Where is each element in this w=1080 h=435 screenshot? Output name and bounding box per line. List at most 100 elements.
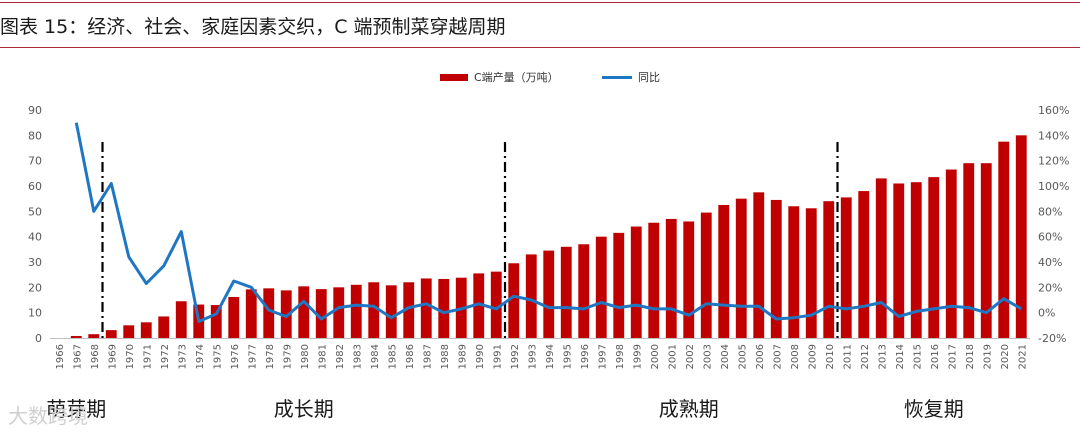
- bar: [560, 246, 572, 338]
- x-tick-label: 2015: [912, 344, 923, 369]
- y-tick-label: 90: [28, 104, 42, 117]
- bar: [175, 301, 187, 338]
- x-tick-label: 2014: [895, 344, 906, 369]
- legend-label-bar: C端产量（万吨）: [474, 70, 559, 84]
- x-tick-label: 2019: [982, 344, 993, 369]
- x-tick-label: 1984: [370, 344, 381, 369]
- y-tick-label: 80: [28, 129, 42, 142]
- x-tick-label: 1994: [545, 344, 556, 369]
- x-tick-label: 1978: [265, 344, 276, 369]
- watermark-text: 大数跨境: [8, 404, 88, 428]
- bar: [665, 218, 677, 338]
- phase-label: 成长期: [274, 397, 334, 421]
- bar: [735, 198, 747, 338]
- phase-dividers: [101, 142, 839, 338]
- x-tick-label: 2000: [650, 344, 661, 369]
- y-tick-label: 50: [28, 205, 42, 218]
- y-tick-label: 0: [35, 332, 42, 345]
- bar: [263, 288, 275, 338]
- x-tick-label: 1992: [510, 344, 521, 369]
- bar: [1015, 135, 1027, 338]
- x-tick-label: 1996: [580, 344, 591, 369]
- bar: [893, 183, 905, 338]
- bar: [368, 282, 380, 338]
- bar: [700, 212, 712, 338]
- bar: [770, 199, 782, 338]
- bar: [333, 287, 345, 338]
- bar: [350, 284, 362, 338]
- x-tick-label: 2013: [877, 344, 888, 369]
- x-tick-label: 2007: [772, 344, 783, 369]
- bar: [543, 250, 555, 338]
- x-tick-label: 2012: [860, 344, 871, 369]
- y-tick-label: 60: [28, 180, 42, 193]
- bar: [578, 244, 590, 338]
- header-rule-top: [0, 2, 1080, 3]
- x-tick-label: 2003: [702, 344, 713, 369]
- bar: [70, 335, 82, 338]
- y2-tick-label: 60%: [1038, 231, 1062, 244]
- x-tick-label: 1990: [475, 344, 486, 369]
- y2-tick-label: 20%: [1038, 281, 1062, 294]
- x-tick-label: 2017: [947, 344, 958, 369]
- y2-tick-label: 100%: [1038, 180, 1069, 193]
- x-tick-label: 1997: [597, 344, 608, 369]
- bar: [805, 208, 817, 338]
- bar: [788, 206, 800, 338]
- x-axis: 1966 1967 1968 1969 1970 1971 1972 1973 1974 1975…: [55, 344, 1029, 369]
- x-tick-label: 1971: [142, 344, 153, 369]
- bar: [403, 282, 415, 338]
- x-tick-label: 2009: [807, 344, 818, 369]
- bar: [963, 163, 975, 338]
- figure-header: 图表 15：经济、社会、家庭因素交织，C 端预制菜穿越周期: [0, 0, 1080, 48]
- x-tick-label: 1987: [422, 344, 433, 369]
- y-tick-label: 40: [28, 231, 42, 244]
- x-tick-label: 2020: [1000, 344, 1011, 369]
- x-tick-label: 1968: [90, 344, 101, 369]
- y2-tick-label: 40%: [1038, 256, 1062, 269]
- bar: [910, 182, 922, 338]
- x-tick-label: 2002: [685, 344, 696, 369]
- bar: [210, 305, 222, 338]
- header-rule-bottom: [0, 47, 1080, 48]
- x-tick-label: 2010: [825, 344, 836, 369]
- bar: [315, 289, 327, 338]
- x-tick-label: 2001: [667, 344, 678, 369]
- x-tick-label: 1991: [492, 344, 503, 369]
- x-tick-label: 1988: [440, 344, 451, 369]
- x-tick-label: 2018: [965, 344, 976, 369]
- bar: [525, 254, 537, 338]
- x-tick-label: 1966: [55, 344, 66, 369]
- bar: [438, 278, 450, 338]
- bar: [595, 236, 607, 338]
- x-tick-label: 1967: [72, 344, 83, 369]
- bar: [858, 191, 870, 338]
- bar: [998, 141, 1010, 338]
- y-tick-label: 20: [28, 281, 42, 294]
- bar: [245, 289, 257, 338]
- line-series: [74, 122, 1023, 323]
- bar: [158, 316, 170, 338]
- y-axis-right: -20% 0% 20% 40% 60% 80% 100% 120% 140% 160%: [1038, 104, 1069, 345]
- phase-label: 恢复期: [904, 397, 964, 421]
- x-tick-label: 1976: [230, 344, 241, 369]
- bar: [613, 232, 625, 338]
- bar: [88, 334, 100, 338]
- bar: [385, 285, 397, 338]
- bar: [123, 325, 135, 338]
- bar: [140, 322, 152, 338]
- x-tick-label: 1999: [632, 344, 643, 369]
- y2-tick-label: 80%: [1038, 205, 1062, 218]
- bar: [420, 278, 432, 338]
- bar: [945, 169, 957, 338]
- y2-tick-label: 160%: [1038, 104, 1069, 117]
- y-tick-label: 30: [28, 256, 42, 269]
- phase-label: 萌芽期: [46, 397, 106, 421]
- bar: [683, 221, 695, 338]
- x-tick-label: 1993: [527, 344, 538, 369]
- y-axis-left: 0 10 20 30 40 50 60 70 80 90: [28, 104, 42, 345]
- x-tick-label: 1998: [615, 344, 626, 369]
- bar: [875, 178, 887, 338]
- y2-tick-label: 0%: [1038, 307, 1055, 320]
- bar: [490, 271, 502, 338]
